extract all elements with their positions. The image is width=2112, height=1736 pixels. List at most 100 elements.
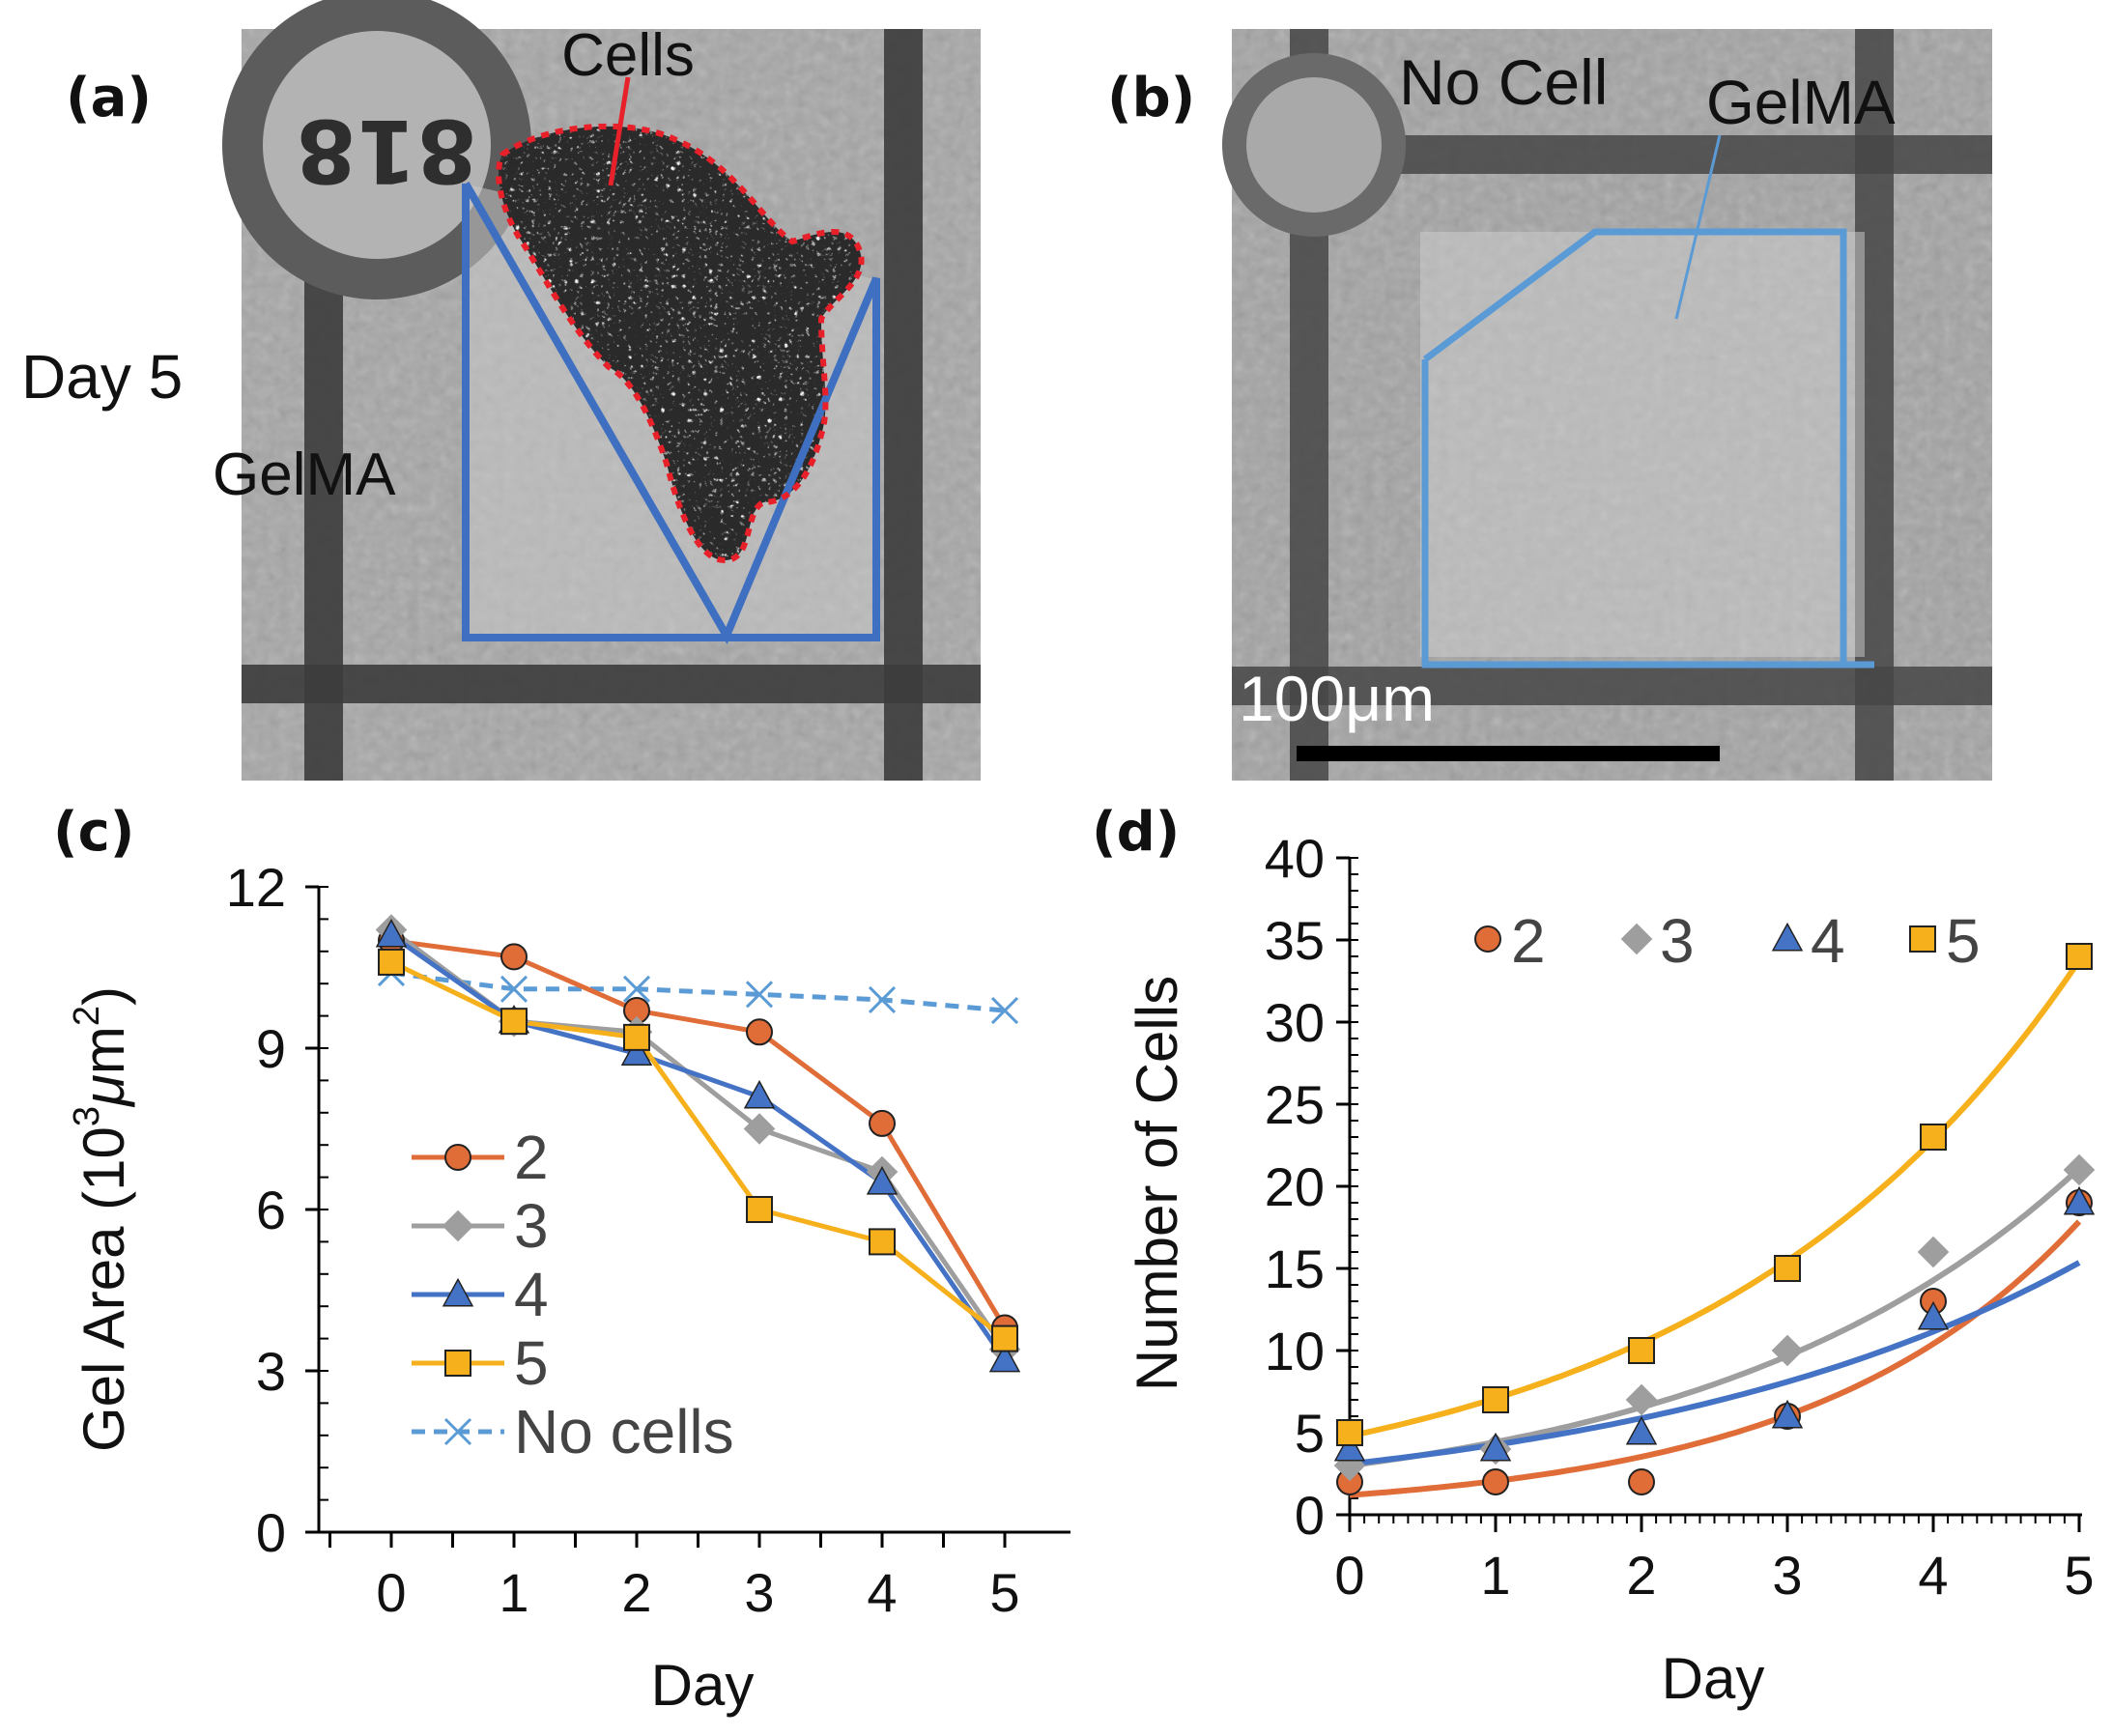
chart-d-y-tick-label: 40 — [1265, 828, 1325, 889]
panel-letter-a: (a) — [66, 67, 152, 129]
chart-d-point — [2063, 1153, 2096, 1186]
chart-d-x-tick-label: 2 — [1626, 1545, 1656, 1606]
chart-c-x-tick-label: 2 — [621, 1562, 651, 1623]
chart-c-series-line — [390, 970, 1006, 1013]
chart-c-point — [991, 1324, 1018, 1352]
label-gelma-b: GelMA — [1706, 68, 1896, 137]
panel-a: 818 (a) Cells Day 5 GelMA — [21, 0, 981, 781]
chart-c-y-tick-label: 3 — [256, 1341, 286, 1402]
chart-c-point — [623, 1023, 650, 1051]
chart-d-point — [1917, 1236, 1950, 1268]
chart-c-point — [868, 985, 897, 1013]
chart-c-series-line — [389, 959, 1007, 1341]
chart-d-trendline — [1349, 958, 2082, 1439]
chart-d-y-tick-label: 25 — [1265, 1074, 1325, 1135]
chart-c-point — [620, 1037, 653, 1067]
chart-c-point — [500, 943, 528, 971]
chart-c-point — [990, 996, 1019, 1025]
chart-c-point — [378, 948, 405, 976]
chart-d-legend-label: 2 — [1511, 906, 1546, 976]
chart-d-point — [1917, 1300, 1950, 1330]
chart-d-point — [1920, 1124, 1947, 1151]
chart-c-point — [746, 1196, 773, 1223]
panel-letter-b: (b) — [1107, 67, 1195, 129]
chart-d-y-tick-label: 20 — [1265, 1156, 1325, 1217]
chart-c-point — [375, 918, 408, 948]
chart-c-point — [622, 975, 651, 1003]
chart-c-legend-marker — [442, 1277, 474, 1307]
chart-c-point — [745, 981, 774, 1009]
chart-c-legend-label: 3 — [514, 1191, 549, 1261]
chart-d-y-tick-label: 35 — [1265, 910, 1325, 971]
chart-c-series-line — [389, 933, 1008, 1362]
chart-c-y-tick-label: 12 — [226, 857, 286, 918]
panel-d: (d) 0 5 10 15 20 25 30 35 40 0 1 2 3 4 5 2 3 4 5 Number of… — [1092, 801, 2096, 1711]
chart-c-x-tick-label: 1 — [499, 1562, 528, 1623]
chart-d-legend-label: 5 — [1946, 906, 1981, 976]
svg-text:818: 818 — [296, 100, 477, 201]
chart-d-trendline — [1349, 1219, 2082, 1498]
label-nocell: No Cell — [1399, 46, 1608, 118]
chart-d-point — [1336, 1419, 1363, 1446]
chart-c-point — [743, 1113, 776, 1145]
chart-d-y-tick-label: 10 — [1265, 1321, 1325, 1381]
chart-d-y-tick-label: 15 — [1265, 1238, 1325, 1299]
chart-d-point — [1628, 1468, 1655, 1495]
chart-d-point — [2066, 943, 2093, 970]
chart-c-series-line — [390, 938, 1008, 1329]
chart-d-legend-label: 4 — [1811, 906, 1845, 976]
chart-d-point — [1774, 1255, 1801, 1282]
chart-c-series-line — [389, 927, 1008, 1352]
cells-pointer-line — [608, 76, 631, 186]
chart-d-ylabel: Number of Cells — [1125, 976, 1189, 1391]
label-day5: Day 5 — [21, 342, 183, 412]
label-gelma-a: GelMA — [213, 441, 396, 508]
chart-c-point — [746, 1018, 773, 1046]
chart-d-x-tick-label: 4 — [1918, 1545, 1948, 1606]
chart-c-point — [988, 1343, 1021, 1373]
chart-c-x-tick-label: 5 — [989, 1562, 1019, 1623]
chart-d-point — [1625, 1415, 1658, 1445]
chart-d-trendline — [1349, 1260, 2081, 1467]
chart-d-legend-marker — [1771, 922, 1804, 952]
chart-c-legend-marker — [442, 1210, 474, 1242]
chart-c-point — [499, 975, 528, 1003]
chart-c-y-tick-label: 9 — [256, 1018, 286, 1079]
chart-d-y-tick-label: 0 — [1295, 1485, 1325, 1546]
chart-d-legend-marker — [1909, 925, 1936, 953]
chart-d-y-tick-label: 30 — [1265, 992, 1325, 1053]
chart-d-point — [1482, 1468, 1509, 1495]
chart-c-point — [866, 1166, 899, 1195]
chart-d-point — [1333, 1432, 1366, 1462]
chart-d-point — [1482, 1386, 1509, 1413]
chart-c-point — [743, 1079, 776, 1109]
chart-d-point — [1479, 1432, 1512, 1462]
chart-c-y-tick-label: 6 — [256, 1180, 286, 1240]
chart-d: 0 5 10 15 20 25 30 35 40 0 1 2 3 4 5 2 3 4 5 — [1265, 828, 2096, 1606]
chart-c-x-tick-label: 4 — [867, 1562, 897, 1623]
chart-c-ylabel: Gel Area (103μm2) — [67, 986, 136, 1452]
chart-d-legend-marker — [1474, 925, 1501, 953]
chart-d-x-tick-label: 3 — [1772, 1545, 1802, 1606]
chart-d-xlabel: Day — [1662, 1646, 1765, 1711]
panel-letter-d: (d) — [1092, 801, 1180, 864]
chart-d-point — [1628, 1337, 1655, 1364]
chart-c-legend-label: 2 — [514, 1123, 549, 1192]
chart-c-legend-marker — [443, 1417, 472, 1446]
chart-c-y-tick-label: 0 — [256, 1502, 286, 1563]
chart-d-point — [1625, 1383, 1658, 1416]
chart-d-y-tick-label: 5 — [1295, 1403, 1325, 1464]
panel-letter-c: (c) — [53, 801, 134, 864]
gelma-outline-b — [1421, 228, 1874, 669]
chart-d-point — [1771, 1334, 1804, 1367]
gelma-outline-a — [462, 182, 880, 644]
chart-c-legend-marker — [444, 1350, 471, 1377]
cells-outline-a — [496, 123, 865, 564]
label-cells: Cells — [561, 22, 695, 89]
scale-bar-label: 100μm — [1239, 663, 1435, 734]
chart-d-legend-marker — [1620, 923, 1653, 955]
chart-c-legend-label: 4 — [514, 1260, 549, 1329]
